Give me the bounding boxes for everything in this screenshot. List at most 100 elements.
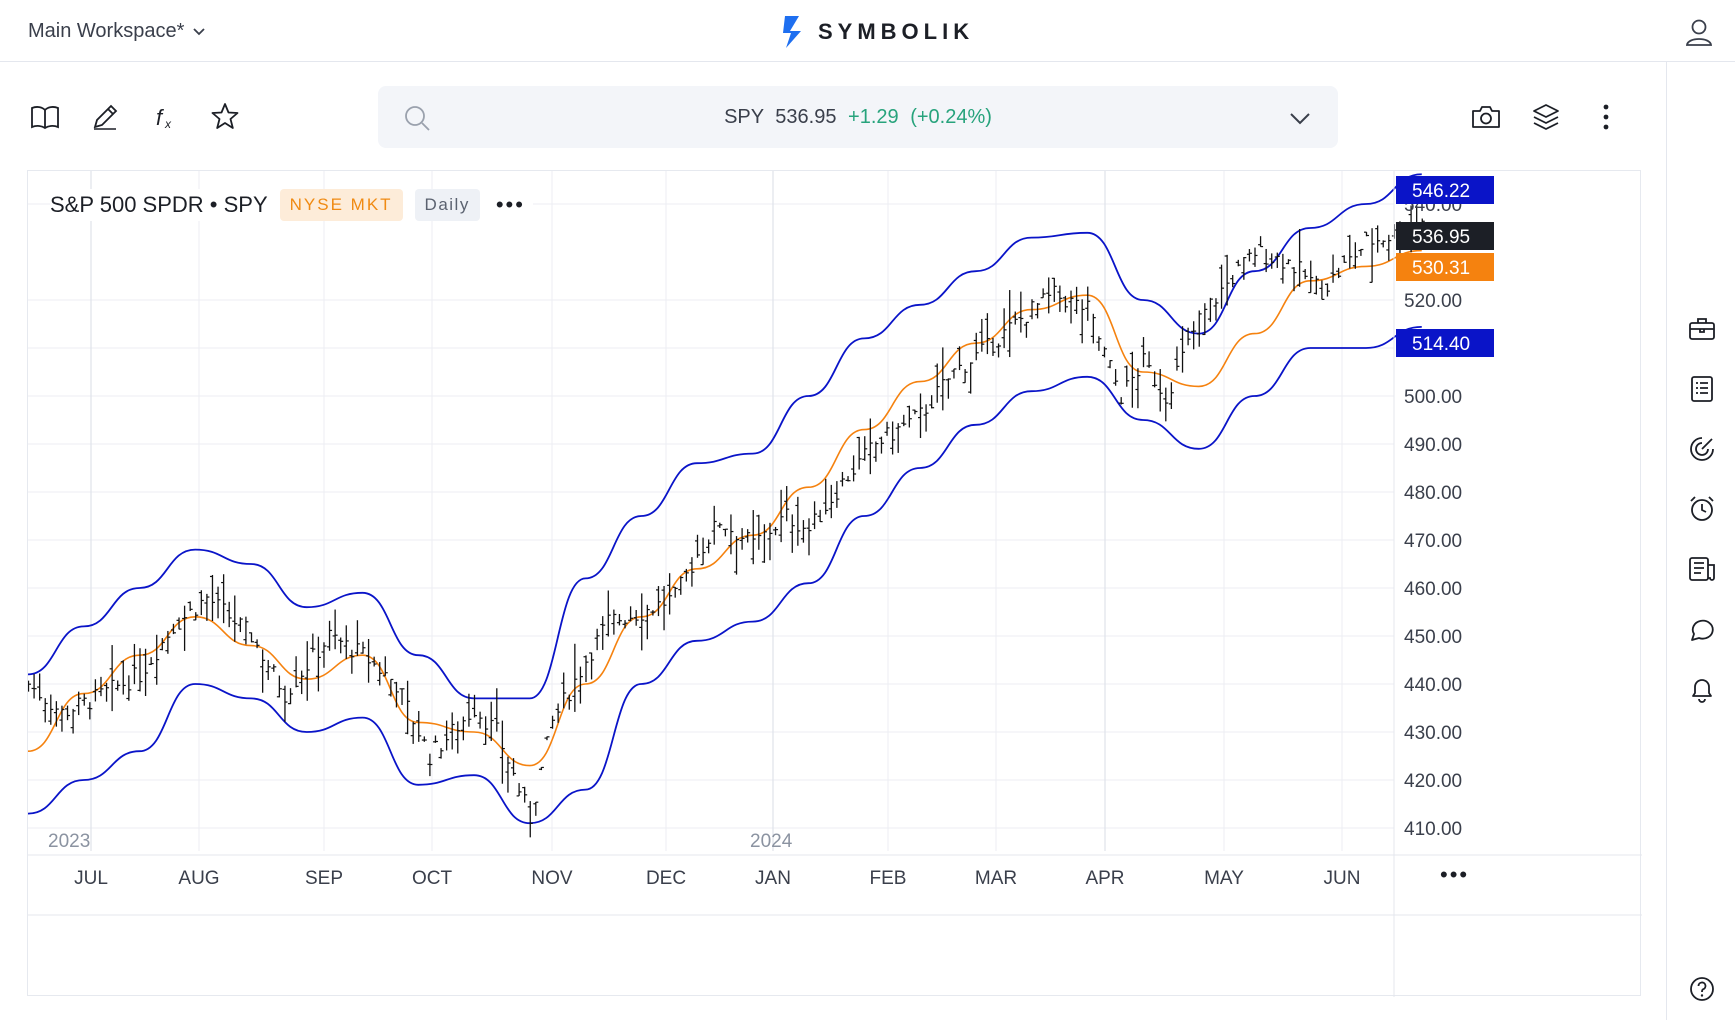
chart-options-button[interactable]: •••: [495, 192, 525, 217]
price-chart[interactable]: 410.00 420.00 430.00 440.00 450.00 460.00 470.…: [28, 171, 1642, 997]
ohlc-bar: [1252, 247, 1258, 267]
news-icon[interactable]: [1687, 554, 1717, 584]
ohlc-bar: [973, 332, 979, 361]
ohlc-bar: [176, 617, 182, 630]
ohlc-bar: [159, 638, 165, 651]
library-icon[interactable]: [28, 100, 62, 134]
lower-band-line: [28, 325, 1422, 825]
more-vertical-icon[interactable]: [1589, 100, 1623, 134]
ohlc-bar: [538, 766, 544, 771]
ohlc-bar: [505, 756, 511, 793]
ohlc-bar: [299, 670, 305, 695]
help-icon[interactable]: [1687, 974, 1717, 1004]
interval-selector[interactable]: Daily: [414, 189, 480, 221]
search-icon[interactable]: [402, 103, 432, 133]
chevron-down-icon[interactable]: [1288, 106, 1312, 130]
ohlc-bar: [109, 645, 115, 712]
ohlc-bar: [28, 680, 31, 692]
price-label-text: 536.95: [1412, 227, 1470, 248]
ohlc-bar: [371, 656, 377, 667]
ohlc-bar: [354, 620, 360, 656]
chat-icon[interactable]: [1687, 614, 1717, 644]
alarm-clock-icon[interactable]: [1687, 494, 1717, 524]
ohlc-bar: [918, 393, 923, 439]
x-tick-label: AUG: [178, 868, 219, 889]
ohlc-bar: [800, 520, 806, 543]
ohlc-bar: [393, 681, 399, 708]
ohlc-bar: [616, 614, 622, 626]
ohlc-bar: [678, 576, 684, 595]
scanner-radar-icon[interactable]: [1687, 434, 1717, 464]
ohlc-bar: [1185, 327, 1191, 346]
ohlc-bar: [1230, 274, 1236, 288]
ohlc-bar: [126, 675, 132, 701]
ohlc-bar: [773, 526, 779, 536]
ohlc-bar: [98, 676, 104, 697]
ohlc-bar: [929, 395, 935, 409]
watchlist-icon[interactable]: [1687, 374, 1717, 404]
ohlc-bar: [187, 601, 193, 612]
y-tick-label: 500.00: [1404, 387, 1462, 408]
layers-icon[interactable]: [1529, 100, 1563, 134]
ohlc-bar: [522, 786, 528, 803]
ohlc-bar: [221, 574, 227, 624]
draw-pencil-icon[interactable]: [88, 100, 122, 134]
notification-bell-icon[interactable]: [1687, 674, 1717, 704]
y-tick-label: 470.00: [1404, 531, 1462, 552]
ohlc-bar: [1369, 228, 1375, 283]
price-label-box: [1396, 222, 1494, 250]
ohlc-bar: [1023, 321, 1029, 338]
workspace-label: Main Workspace*: [28, 20, 185, 42]
portfolio-briefcase-icon[interactable]: [1687, 314, 1717, 344]
ohlc-bar: [544, 736, 550, 741]
ohlc-bar: [890, 421, 896, 455]
ohlc-bar: [31, 674, 37, 699]
camera-snapshot-icon[interactable]: [1469, 100, 1503, 134]
user-account-icon[interactable]: [1683, 16, 1715, 48]
ohlc-bar: [851, 455, 857, 482]
ohlc-bar: [1235, 259, 1241, 267]
chart-panel[interactable]: 410.00 420.00 430.00 440.00 450.00 460.00 470.…: [27, 170, 1642, 997]
ohlc-bar: [1068, 290, 1074, 324]
ohlc-bar: [1146, 351, 1152, 368]
ohlc-bar: [839, 471, 845, 487]
ohlc-bar: [577, 666, 583, 704]
ohlc-bar: [611, 609, 617, 635]
ohlc-bar: [767, 522, 773, 561]
ohlc-bar: [1319, 280, 1325, 300]
ohlc-bar: [817, 509, 823, 523]
y-tick-label: 490.00: [1404, 435, 1462, 456]
symbol-search-bar[interactable]: SPY 536.95 +1.29 (+0.24%): [378, 86, 1338, 148]
ohlc-bar: [1124, 365, 1130, 387]
ohlc-bar: [867, 418, 873, 475]
ohlc-bar: [499, 720, 505, 784]
ohlc-bar: [1219, 264, 1225, 309]
ohlc-bar: [1291, 267, 1297, 292]
axis-more-button[interactable]: •••: [1440, 862, 1469, 887]
x-tick-label: SEP: [305, 868, 343, 889]
lower-band-price-label: 514.40: [1396, 329, 1494, 357]
ohlc-bar: [1107, 359, 1113, 369]
ohlc-bar: [951, 368, 957, 379]
ohlc-bar: [778, 489, 784, 543]
price-label-text: 546.22: [1412, 181, 1470, 202]
ohlc-bar: [1347, 234, 1353, 269]
ohlc-bar: [572, 643, 578, 712]
ohlc-bar: [366, 639, 372, 683]
ohlc-bar: [667, 573, 673, 615]
ohlc-bar: [1101, 346, 1107, 358]
x-tick-label: OCT: [412, 868, 453, 889]
favorite-star-icon[interactable]: [208, 100, 242, 134]
ohlc-bar: [48, 694, 54, 725]
ohlc-bar: [1269, 253, 1275, 269]
ohlc-bar: [1035, 303, 1041, 319]
middle-band-price-label: 530.31: [1396, 253, 1494, 281]
symbol-quote: SPY 536.95 +1.29 (+0.24%): [378, 106, 1338, 129]
ohlc-bar: [761, 524, 767, 563]
workspace-selector[interactable]: Main Workspace*: [28, 20, 206, 43]
function-icon[interactable]: f x: [148, 100, 182, 134]
ohlc-bar: [884, 421, 890, 436]
ohlc-bar: [622, 620, 628, 629]
x-tick-label: FEB: [870, 868, 907, 889]
x-tick-label: JUN: [1324, 868, 1361, 889]
